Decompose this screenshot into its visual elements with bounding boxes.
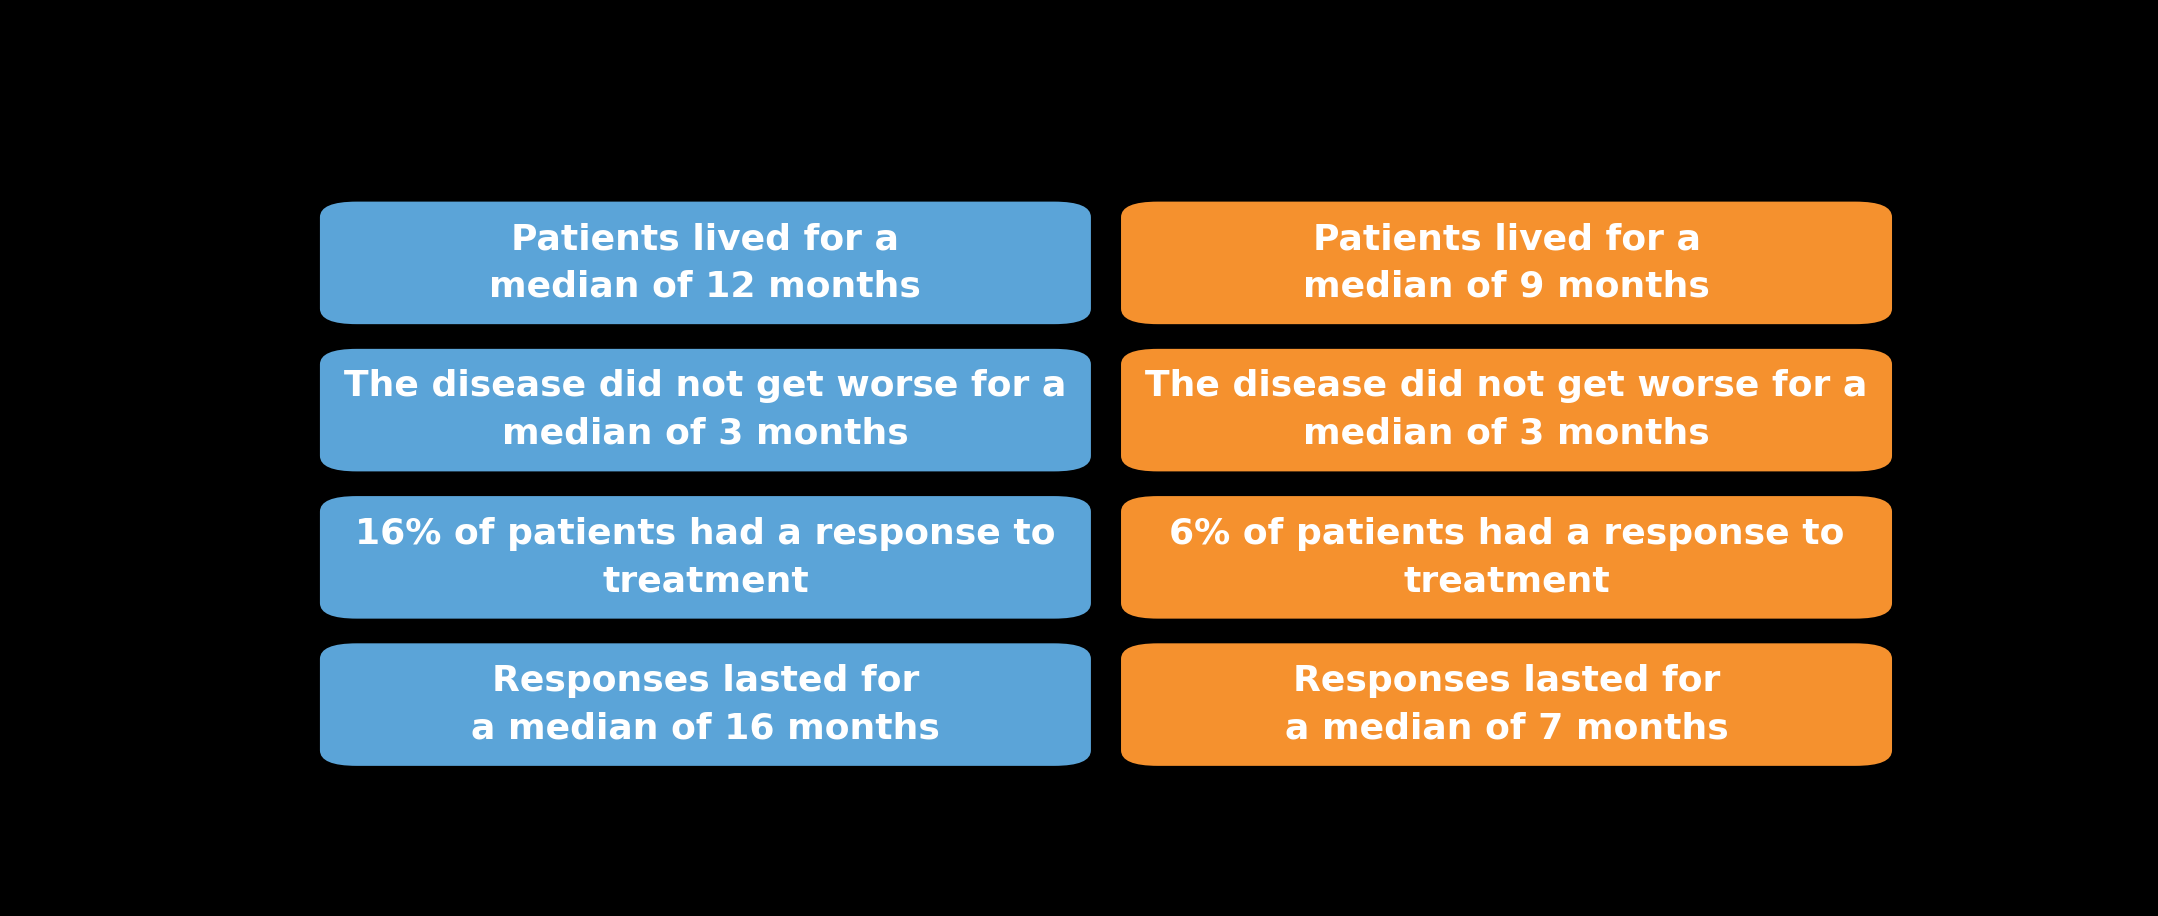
FancyBboxPatch shape [1120,496,1893,618]
Text: The disease did not get worse for a
median of 3 months: The disease did not get worse for a medi… [1146,369,1867,451]
Text: The disease did not get worse for a
median of 3 months: The disease did not get worse for a medi… [345,369,1066,451]
Text: Responses lasted for
a median of 16 months: Responses lasted for a median of 16 mont… [470,664,941,746]
Text: Patients lived for a
median of 12 months: Patients lived for a median of 12 months [490,223,921,303]
FancyBboxPatch shape [319,349,1092,472]
Text: Patients lived for a
median of 9 months: Patients lived for a median of 9 months [1303,223,1709,303]
Text: 6% of patients had a response to
treatment: 6% of patients had a response to treatme… [1170,517,1845,598]
FancyBboxPatch shape [1120,349,1893,472]
FancyBboxPatch shape [1120,643,1893,766]
FancyBboxPatch shape [319,496,1092,618]
FancyBboxPatch shape [1120,202,1893,324]
Text: Responses lasted for
a median of 7 months: Responses lasted for a median of 7 month… [1284,664,1729,746]
Text: 16% of patients had a response to
treatment: 16% of patients had a response to treatm… [356,517,1055,598]
FancyBboxPatch shape [319,643,1092,766]
FancyBboxPatch shape [319,202,1092,324]
